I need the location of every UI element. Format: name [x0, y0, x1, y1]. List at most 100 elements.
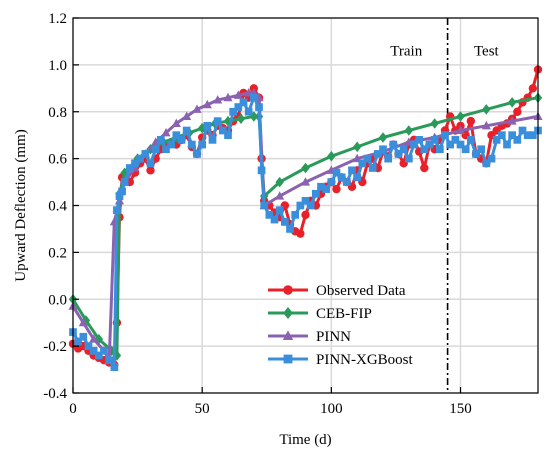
data-point	[332, 184, 341, 194]
data-point	[136, 154, 145, 163]
data-point	[249, 93, 258, 102]
data-point	[373, 150, 382, 158]
data-point	[120, 167, 129, 178]
data-point	[378, 132, 388, 143]
data-point	[384, 154, 393, 163]
data-point	[455, 125, 466, 134]
data-point	[352, 141, 362, 153]
y-tick-label: 0.6	[48, 152, 67, 168]
data-point	[456, 140, 465, 149]
data-point	[94, 333, 104, 345]
data-point	[146, 159, 155, 168]
data-point	[425, 140, 434, 149]
data-point	[528, 84, 538, 93]
data-point	[156, 136, 165, 144]
data-point	[283, 307, 293, 319]
data-point	[223, 92, 233, 102]
data-point	[113, 206, 121, 215]
data-point	[146, 166, 155, 175]
data-point	[234, 103, 243, 111]
data-point	[394, 150, 403, 158]
legend-item: Observed Data	[268, 283, 406, 299]
data-point	[244, 107, 253, 116]
data-point	[275, 176, 284, 188]
data-point	[487, 154, 496, 163]
data-point	[327, 151, 336, 162]
data-point	[282, 330, 294, 340]
data-point	[518, 126, 527, 135]
legend: Observed Data CEB-FIP PINN PINN-XGBoost	[268, 283, 414, 368]
legend-label: PINN-XGBoost	[316, 352, 414, 368]
data-point	[404, 154, 413, 163]
x-tick-label: 100	[320, 401, 343, 417]
y-tick-label: 1.2	[48, 11, 67, 27]
data-point	[353, 173, 362, 182]
data-point	[368, 164, 377, 172]
data-point	[306, 201, 315, 210]
data-point	[187, 140, 196, 149]
data-point	[430, 136, 439, 144]
legend-label: PINN	[316, 329, 351, 345]
data-point	[257, 166, 266, 175]
x-tick-label: 0	[69, 401, 77, 417]
data-point	[296, 229, 305, 238]
data-point	[79, 332, 88, 341]
data-point	[280, 218, 289, 226]
data-point	[291, 211, 300, 219]
legend-item: PINN	[268, 329, 351, 345]
axis-ticks: 0 50 100 150 -0.4 -0.2 0.0 0.2 0.4 0.6 0.8 1.0 1.2	[43, 11, 472, 417]
data-point	[492, 136, 501, 144]
data-point	[513, 107, 522, 116]
data-point	[286, 225, 294, 233]
data-point	[105, 356, 114, 365]
data-point	[446, 140, 455, 149]
data-point	[193, 150, 201, 158]
data-point	[162, 145, 170, 154]
data-point	[482, 104, 491, 115]
data-point	[461, 145, 470, 154]
data-point	[415, 136, 424, 144]
data-point	[301, 162, 310, 174]
data-point	[379, 145, 387, 154]
data-point	[233, 90, 243, 99]
data-point	[255, 103, 263, 111]
data-point	[203, 121, 212, 130]
y-tick-label: 0.8	[48, 105, 67, 121]
x-axis-title: Time (d)	[279, 432, 331, 448]
data-point	[507, 97, 517, 108]
y-tick-label: 0.2	[48, 245, 67, 261]
y-tick-label: -0.2	[43, 339, 67, 355]
data-point	[167, 140, 176, 149]
data-point	[100, 346, 108, 355]
data-point	[151, 145, 160, 154]
data-point	[348, 166, 356, 175]
data-point	[327, 178, 336, 186]
data-point	[435, 145, 444, 154]
data-point	[171, 118, 181, 127]
data-point	[239, 98, 248, 107]
data-point	[477, 145, 486, 154]
data-point	[275, 206, 284, 215]
data-point	[528, 131, 537, 140]
y-tick-label: 0.4	[48, 199, 67, 215]
y-tick-label: -0.4	[43, 386, 67, 402]
annotation-label: Train	[390, 44, 422, 60]
data-point	[84, 342, 93, 350]
data-point	[218, 126, 227, 135]
data-point	[301, 210, 310, 220]
data-point	[275, 191, 285, 200]
data-point	[125, 164, 134, 172]
data-point	[89, 346, 98, 355]
data-point	[213, 95, 223, 104]
legend-label: Observed Data	[316, 283, 406, 299]
data-point	[177, 136, 186, 144]
data-point	[363, 154, 372, 163]
data-point	[311, 189, 320, 198]
data-point	[229, 107, 238, 116]
data-point	[131, 159, 139, 168]
data-point	[513, 136, 522, 144]
data-point	[410, 140, 418, 149]
data-point	[182, 111, 192, 120]
